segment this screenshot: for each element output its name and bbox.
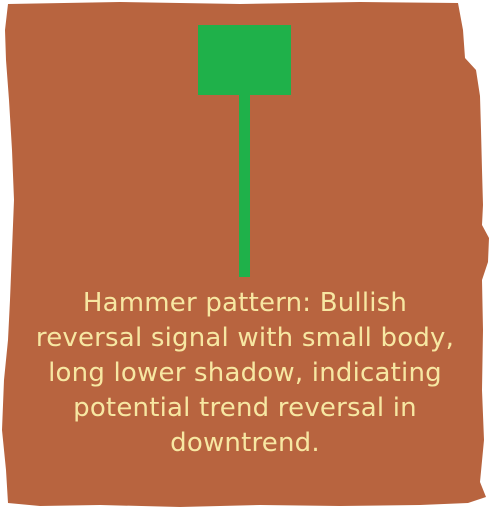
caption-line: Hammer pattern: Bullish [82, 288, 408, 318]
candle-lower-shadow [239, 95, 250, 277]
caption-line: potential trend reversal in [73, 393, 417, 423]
candle-body [198, 25, 291, 95]
caption-line: long lower shadow, indicating [48, 358, 442, 388]
caption-line: reversal signal with small body, [35, 323, 455, 353]
caption-line: downtrend. [170, 428, 320, 458]
pattern-description: Hammer pattern: Bullish reversal signal … [20, 286, 470, 461]
